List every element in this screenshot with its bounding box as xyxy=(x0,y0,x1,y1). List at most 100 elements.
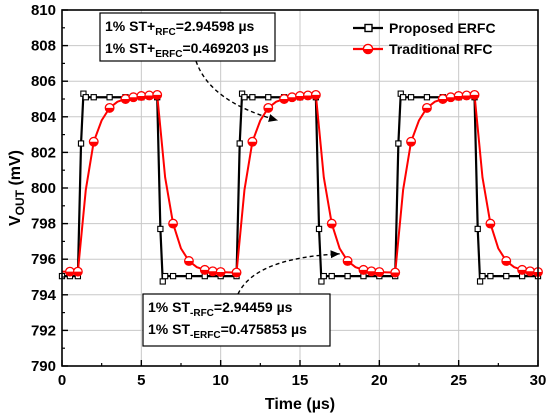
erfc-data-point xyxy=(249,94,256,101)
rfc-data-point xyxy=(445,92,456,103)
rfc-data-point xyxy=(279,94,290,104)
y-tick-label: 800 xyxy=(31,180,56,197)
y-tick-label: 794 xyxy=(31,287,57,304)
rfc-data-point xyxy=(302,90,313,101)
erfc-data-point xyxy=(487,272,494,280)
rfc-data-point xyxy=(287,92,298,103)
rfc-marker-fill xyxy=(73,271,83,276)
y-tick-label: 790 xyxy=(31,358,56,375)
erfc-data-point xyxy=(241,94,248,101)
x-tick-label: 5 xyxy=(137,372,145,389)
rfc-data-point xyxy=(517,264,528,275)
rfc-data-point xyxy=(215,267,226,277)
y-tick-label: 804 xyxy=(31,109,57,126)
annotation-1: 1% ST+RFC=2.94598 µs 1% ST+ERFC=0.469203 … xyxy=(99,12,278,122)
rfc-marker-fill xyxy=(137,95,146,101)
rfc-data-point xyxy=(358,264,369,275)
rfc-data-point xyxy=(72,266,83,277)
rfc-data-point xyxy=(437,94,448,104)
y-tick-label: 806 xyxy=(31,73,56,90)
x-tick-label: 20 xyxy=(371,372,388,389)
rfc-data-point xyxy=(453,91,464,101)
legend-label: Traditional RFC xyxy=(389,41,492,57)
y-tick-label: 798 xyxy=(31,216,56,233)
annotation-box xyxy=(99,12,276,62)
axes: 0 5 10 15 20 25 30 790 792 794 796 798 800 802 804 806 8… xyxy=(31,2,546,389)
erfc-data-point xyxy=(476,278,484,285)
rfc-data-point xyxy=(263,102,274,113)
y-axis-title-sub: OUT xyxy=(13,189,27,215)
erfc-data-point xyxy=(185,272,193,280)
rfc-marker-fill xyxy=(65,271,75,276)
rfc-marker-fill xyxy=(311,94,321,100)
rfc-data-point xyxy=(374,267,385,277)
annotation-text-post: =2.94598 µs xyxy=(176,18,255,34)
x-tick-label: 25 xyxy=(450,372,467,389)
x-tick-label: 15 xyxy=(292,372,309,389)
annotation-text-sub: ERFC xyxy=(155,49,182,60)
rfc-marker-fill xyxy=(129,97,138,102)
annotation-text-sub: -ERFC xyxy=(190,330,221,341)
erfc-data-point xyxy=(474,225,481,233)
rfc-marker-fill xyxy=(152,94,162,100)
rfc-data-point xyxy=(342,256,353,266)
erfc-data-point xyxy=(503,272,510,280)
rfc-marker-fill xyxy=(168,223,178,228)
erfc-data-point xyxy=(161,272,169,280)
rfc-data-point xyxy=(366,266,377,277)
rfc-data-point xyxy=(231,267,242,278)
rfc-data-point xyxy=(104,102,115,113)
erfc-data-point xyxy=(399,94,407,101)
annotation-text-post: =2.94459 µs xyxy=(214,299,293,315)
erfc-data-point xyxy=(479,272,486,280)
y-axis-title-unit: (mV) xyxy=(7,150,24,190)
rfc-data-point xyxy=(421,102,432,113)
erfc-data-point xyxy=(169,272,177,280)
rfc-marker-fill xyxy=(517,269,527,275)
y-axis-title: VOUT (mV) xyxy=(7,150,27,226)
rfc-marker-fill xyxy=(184,260,194,266)
rfc-data-point xyxy=(183,256,194,266)
rfc-data-point xyxy=(144,90,155,101)
rfc-marker-fill xyxy=(105,107,114,113)
rfc-marker-fill xyxy=(454,95,463,101)
rfc-marker-fill xyxy=(200,269,210,275)
rfc-data-point xyxy=(295,91,305,101)
rfc-marker-fill xyxy=(279,99,289,104)
rfc-marker-fill xyxy=(406,141,416,147)
rfc-marker-fill xyxy=(216,272,225,277)
annotation-2: 1% ST-RFC=2.94459 µs1% ST-ERFC=0.475853 … xyxy=(142,250,340,347)
annotation-text: 1% ST+ERFC=0.469203 µs xyxy=(105,40,269,60)
rfc-data-point xyxy=(326,218,337,229)
annotation-text-pre: 1% ST xyxy=(148,321,190,337)
x-axis-title: Time (µs) xyxy=(265,396,335,413)
annotation-arrow xyxy=(195,60,278,122)
y-tick-label: 792 xyxy=(31,322,56,339)
annotation-text-sub: RFC xyxy=(155,27,176,38)
rfc-data-point xyxy=(152,89,163,100)
rfc-marker-fill xyxy=(144,95,154,100)
rfc-marker-fill xyxy=(232,272,241,277)
rfc-marker-fill xyxy=(359,269,368,275)
rfc-marker-fill xyxy=(248,141,257,147)
rfc-marker-fill xyxy=(375,272,384,277)
rfc-marker-fill xyxy=(367,271,376,276)
erfc-data-point xyxy=(344,272,351,280)
rfc-marker-fill xyxy=(438,99,448,104)
rfc-marker-fill xyxy=(208,271,218,276)
x-tick-label: 30 xyxy=(530,372,547,389)
rfc-marker-fill xyxy=(295,95,305,101)
annotation-text-pre: 1% ST+ xyxy=(105,18,155,34)
annotation-text: 1% ST-ERFC=0.475853 µs xyxy=(148,321,307,341)
erfc-data-point xyxy=(265,94,272,101)
rfc-data-point xyxy=(207,266,218,277)
rfc-marker-fill xyxy=(303,95,313,100)
rfc-marker-fill xyxy=(446,97,456,102)
rfc-marker-fill xyxy=(470,94,479,100)
erfc-data-point xyxy=(90,94,97,101)
legend-marker-fill xyxy=(363,49,373,54)
legend-marker-square xyxy=(364,23,373,33)
erfc-data-point xyxy=(407,94,415,101)
annotation-box xyxy=(142,293,331,347)
